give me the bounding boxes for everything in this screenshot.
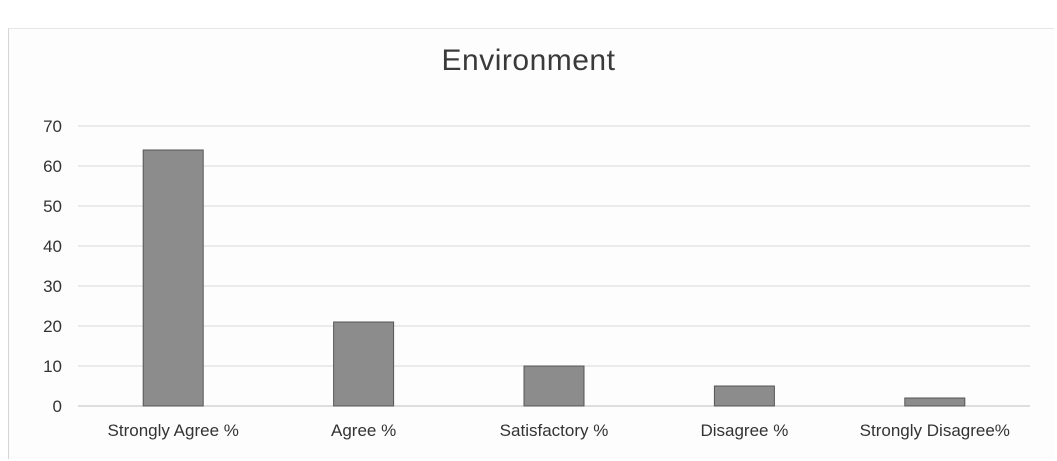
y-tick-label: 70	[43, 117, 62, 136]
y-tick-label: 50	[43, 197, 62, 216]
x-category-label: Agree %	[331, 421, 396, 440]
bar-4	[904, 397, 966, 407]
y-tick-label: 10	[43, 357, 62, 376]
gridlines	[78, 125, 1030, 407]
y-tick-label: 30	[43, 277, 62, 296]
x-category-label: Strongly Agree %	[108, 421, 239, 440]
y-tick-label: 40	[43, 237, 62, 256]
bars	[142, 149, 966, 407]
y-tick-label: 20	[43, 317, 62, 336]
chart-title: Environment	[441, 44, 616, 77]
x-category-label: Satisfactory %	[500, 421, 609, 440]
bar-2	[523, 365, 585, 407]
bar-0	[142, 149, 204, 407]
x-category-label: Strongly Disagree%	[860, 421, 1010, 440]
bar-3	[713, 385, 775, 407]
x-category-label: Disagree %	[700, 421, 788, 440]
bar-1	[333, 321, 395, 407]
y-tick-label: 0	[53, 397, 62, 416]
x-axis-category-labels: Strongly Agree % Agree % Satisfactory % Dis…	[108, 421, 1010, 440]
y-tick-label: 60	[43, 157, 62, 176]
y-axis-tick-labels: 0 10 20 30 40 50 60 70	[43, 117, 62, 416]
